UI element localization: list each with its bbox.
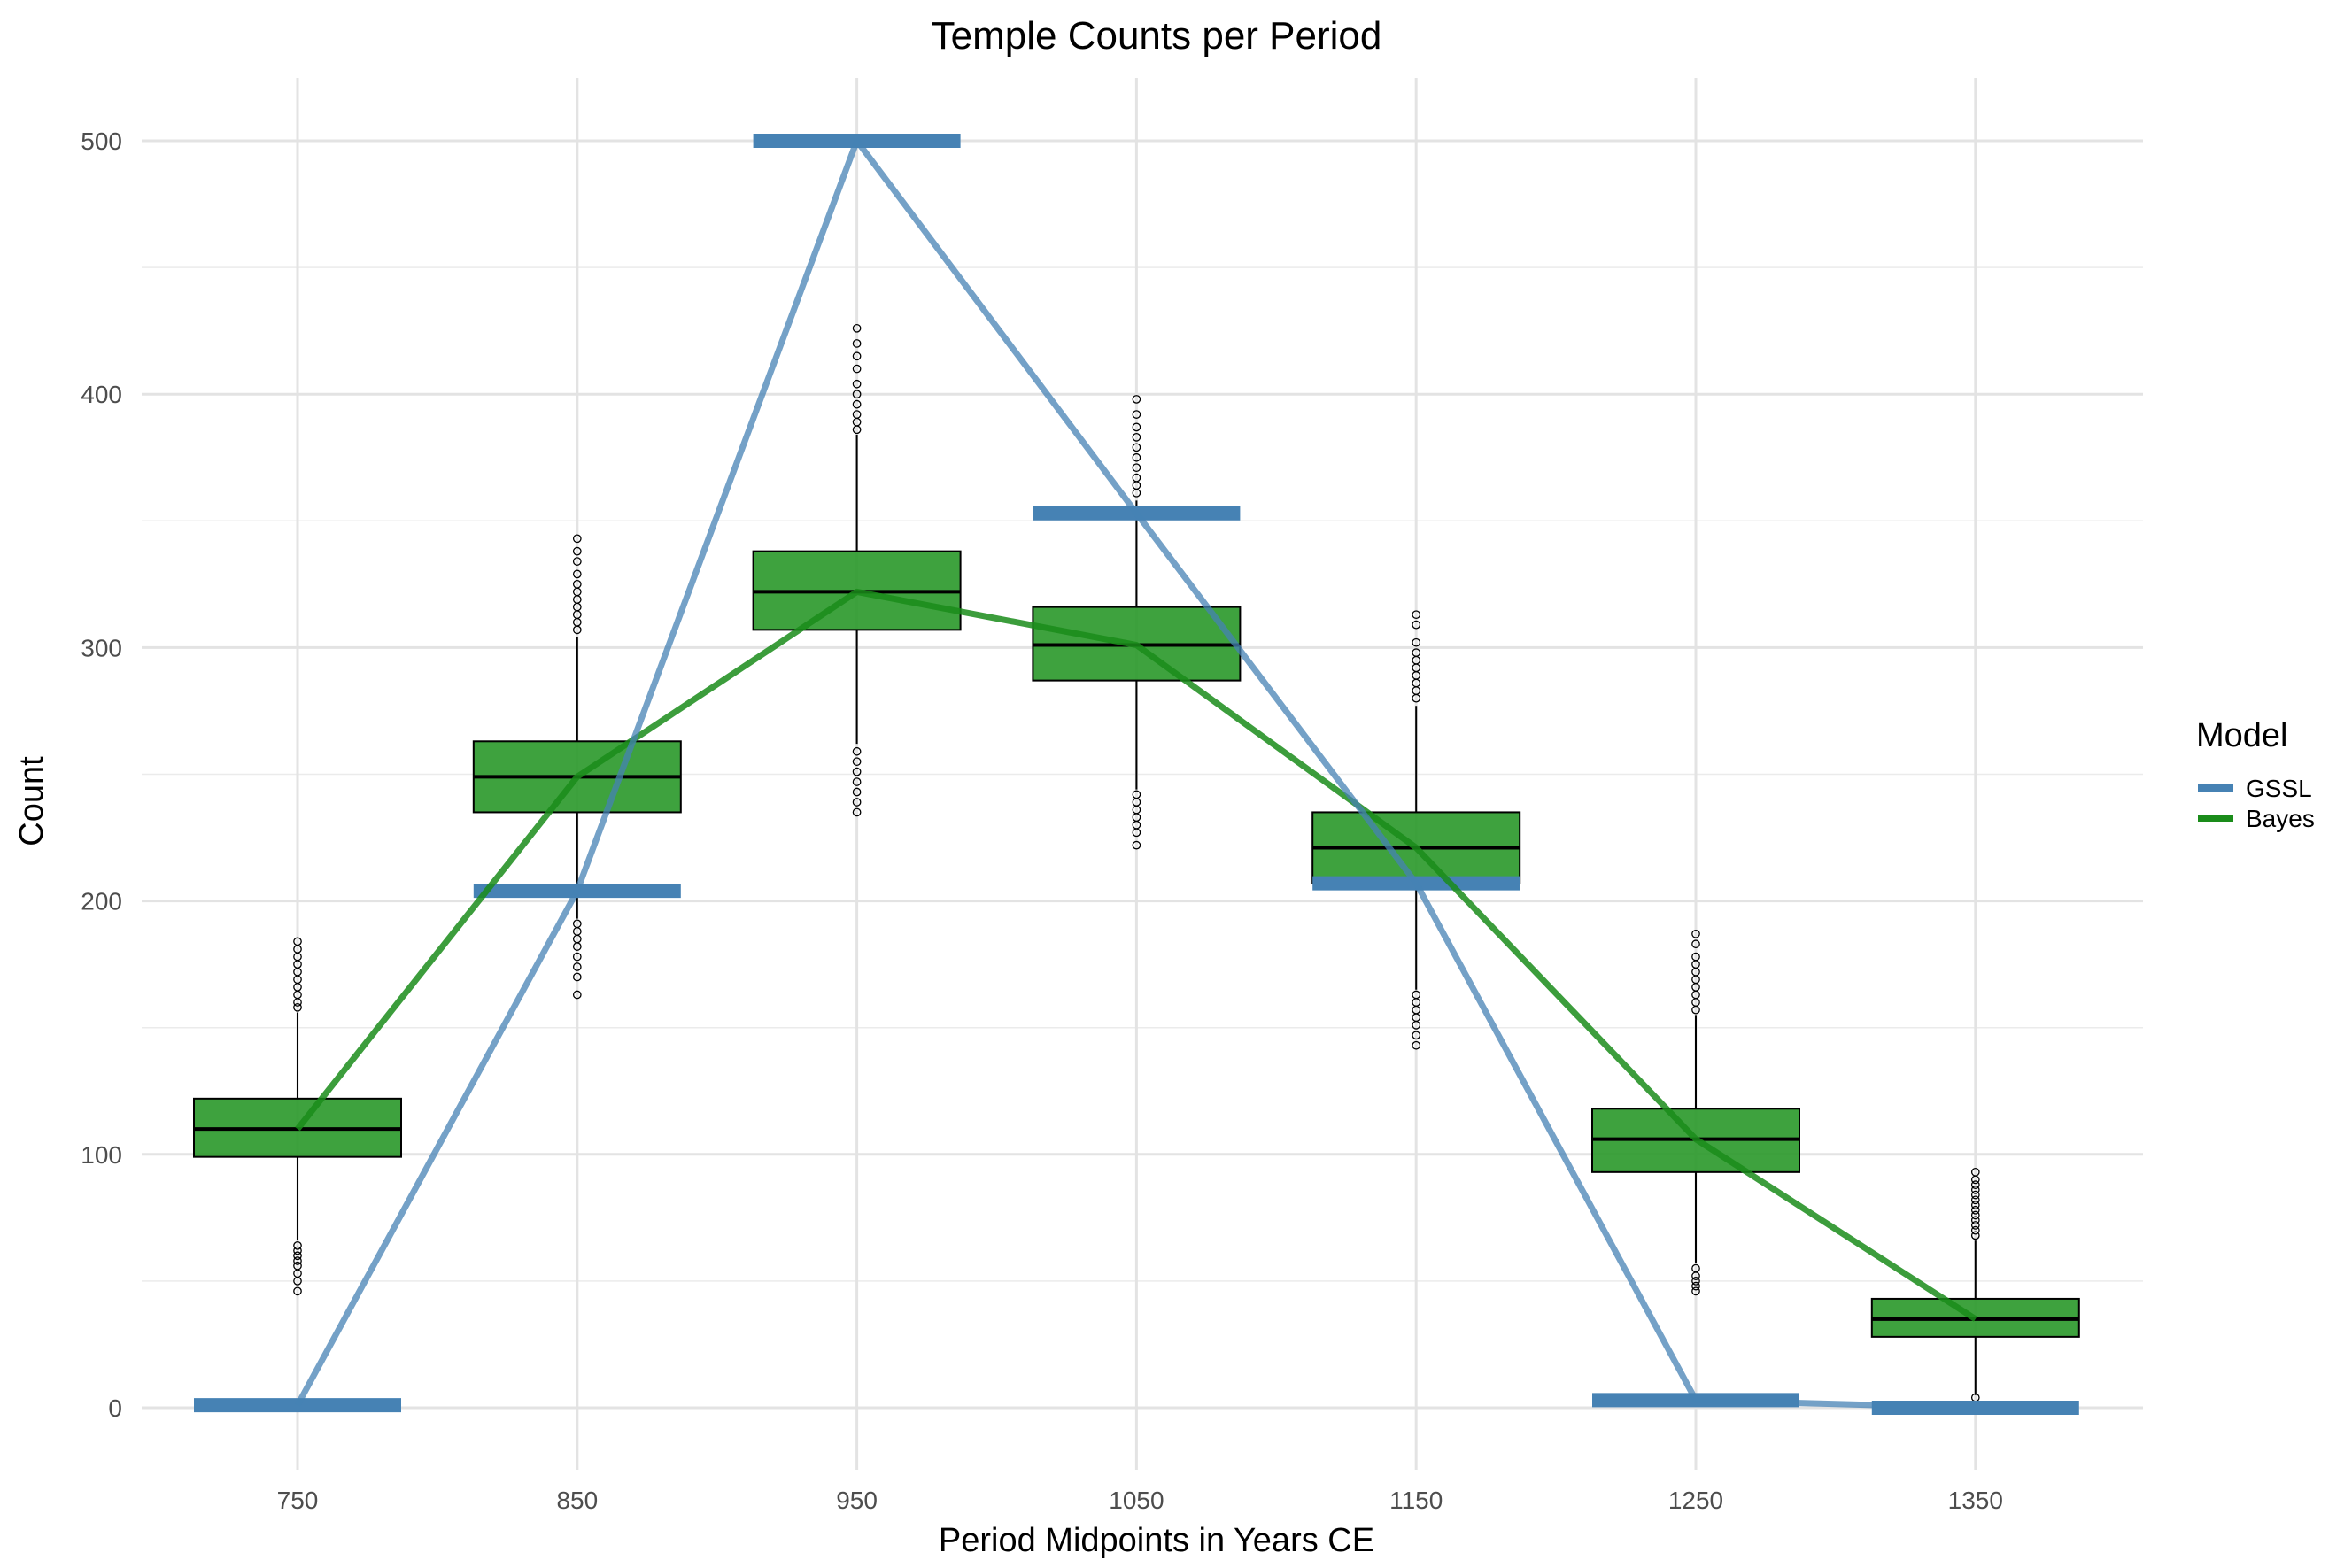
outlier-point xyxy=(1970,1180,1980,1189)
outlier-point xyxy=(1412,1020,1421,1030)
outlier-point xyxy=(1412,1031,1421,1040)
y-tick-label: 200 xyxy=(81,888,122,915)
outlier-point xyxy=(1691,1286,1700,1296)
outlier-point xyxy=(852,757,862,767)
x-tick-label: 1150 xyxy=(1389,1487,1443,1514)
outlier-point xyxy=(293,1002,302,1012)
outlier-point xyxy=(852,323,862,333)
outlier-point xyxy=(852,746,862,756)
outlier-point xyxy=(1691,1277,1700,1286)
outlier-point xyxy=(1970,1221,1980,1230)
bayes-series-line xyxy=(295,588,1977,1322)
outlier-point xyxy=(852,351,862,361)
outlier-point xyxy=(1132,422,1141,432)
outlier-point xyxy=(1412,637,1421,647)
outlier-point xyxy=(1132,443,1141,452)
outlier-point xyxy=(1412,620,1421,630)
outlier-point xyxy=(1412,610,1421,620)
outlier-point xyxy=(1970,1210,1980,1220)
outlier-point xyxy=(572,534,582,544)
outlier-point xyxy=(572,942,582,951)
y-axis-title: Count xyxy=(13,756,50,846)
y-tick-label: 500 xyxy=(81,127,122,155)
y-tick-label: 100 xyxy=(81,1141,122,1169)
outlier-point xyxy=(572,569,582,579)
outlier-point xyxy=(293,937,302,946)
outlier-point xyxy=(1132,463,1141,473)
x-tick-label: 750 xyxy=(277,1487,319,1514)
outlier-point xyxy=(1412,1040,1421,1050)
legend-label-gssl: GSSL xyxy=(2246,775,2312,802)
outlier-point xyxy=(1970,1167,1980,1177)
x-tick-label: 1350 xyxy=(1948,1487,2003,1514)
outlier-point xyxy=(1691,1281,1700,1291)
y-tick-label: 400 xyxy=(81,381,122,408)
boxplot-750 xyxy=(193,937,402,1296)
outlier-point xyxy=(1691,952,1700,962)
outlier-point xyxy=(572,557,582,566)
gssl-series-line xyxy=(294,137,1976,1411)
outlier-point xyxy=(1970,1201,1980,1209)
outlier-point xyxy=(1970,1205,1980,1215)
outlier-point xyxy=(293,1240,302,1250)
outlier-point xyxy=(852,798,862,807)
outlier-point xyxy=(852,777,862,786)
outlier-point xyxy=(572,990,582,1000)
outlier-point xyxy=(1132,828,1141,838)
tick-labels: 0 100 200 300 400 500 750 850 950 1050 1150 1250 135… xyxy=(81,127,2003,1514)
outlier-point xyxy=(293,1277,302,1286)
outlier-point xyxy=(293,1256,302,1265)
x-tick-label: 850 xyxy=(556,1487,598,1514)
outlier-point xyxy=(852,807,862,817)
outlier-point xyxy=(1132,433,1141,442)
outlier-point xyxy=(1970,1186,1980,1194)
outlier-point xyxy=(572,952,582,962)
outlier-point xyxy=(1132,473,1141,483)
outlier-point xyxy=(1970,1195,1980,1205)
outlier-point xyxy=(572,546,582,556)
x-axis-title: Period Midpoints in Years CE xyxy=(939,1522,1374,1559)
outlier-point xyxy=(1970,1231,1980,1240)
outlier-point xyxy=(852,364,862,374)
outlier-point xyxy=(572,962,582,971)
y-tick-label: 300 xyxy=(81,634,122,661)
outlier-point xyxy=(1691,939,1700,949)
legend-label-bayes: Bayes xyxy=(2246,805,2315,832)
legend: Model GSSL Bayes xyxy=(2196,717,2315,832)
outlier-point xyxy=(572,972,582,982)
outlier-point xyxy=(293,1246,302,1255)
outlier-point xyxy=(1132,395,1141,404)
y-tick-label: 0 xyxy=(108,1394,122,1422)
x-tick-label: 950 xyxy=(836,1487,878,1514)
chart-title: Temple Counts per Period xyxy=(932,14,1382,58)
outlier-point xyxy=(852,339,862,348)
x-tick-label: 1250 xyxy=(1668,1487,1723,1514)
outlier-point xyxy=(1691,929,1700,938)
outlier-point xyxy=(852,390,862,399)
outlier-point xyxy=(852,399,862,409)
outlier-point xyxy=(572,579,582,589)
outlier-point xyxy=(293,1251,302,1261)
x-tick-label: 1050 xyxy=(1109,1487,1164,1514)
outlier-point xyxy=(1132,410,1141,419)
legend-title: Model xyxy=(2196,717,2288,754)
outlier-point xyxy=(1970,1225,1980,1235)
outlier-point xyxy=(1970,1190,1980,1200)
outlier-point xyxy=(1132,452,1141,462)
outlier-point xyxy=(293,1286,302,1296)
outlier-point xyxy=(852,410,862,419)
outlier-point xyxy=(852,379,862,389)
outlier-point xyxy=(852,787,862,797)
outlier-point xyxy=(1970,1216,1980,1225)
outlier-point xyxy=(1691,1271,1700,1281)
outlier-point xyxy=(1412,648,1421,657)
outlier-point xyxy=(1132,840,1141,850)
series-lines xyxy=(194,134,2079,1415)
outlier-point xyxy=(852,767,862,776)
